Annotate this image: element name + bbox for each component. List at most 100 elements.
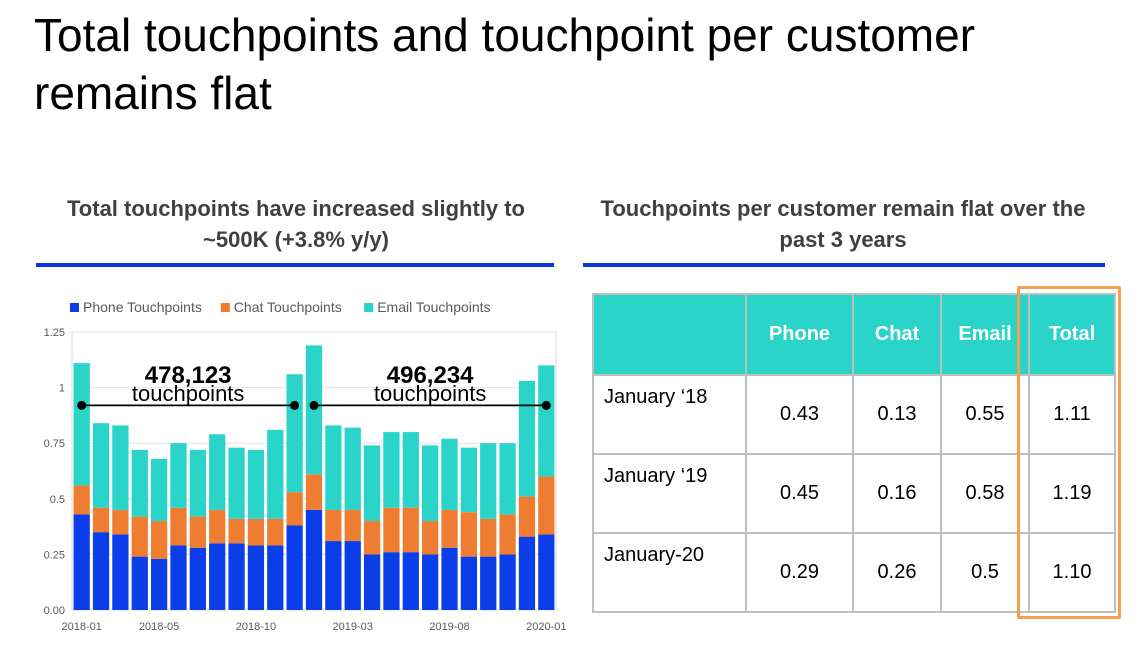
bar-segment — [460, 556, 478, 610]
y-tick-label: 0.75 — [44, 438, 65, 450]
bar-segment — [344, 541, 361, 610]
bar-segment — [112, 425, 129, 510]
y-tick-label: 0.5 — [50, 494, 65, 506]
chat-value: 0.13 — [852, 374, 942, 455]
table-row: January ‘18 0.43 0.13 0.55 1.11 — [592, 374, 1116, 455]
x-tick-label: 2019-03 — [333, 621, 373, 633]
email-value: 0.5 — [940, 532, 1030, 613]
legend-label: Phone Touchpoints — [83, 299, 202, 315]
bar-segment — [325, 509, 342, 542]
bar-segment — [286, 492, 303, 526]
bar-segment — [499, 514, 516, 555]
legend-swatch — [364, 303, 374, 312]
left-subtitle: Total touchpoints have increased slightl… — [67, 196, 525, 252]
bar-segment — [228, 447, 245, 519]
bar-segment — [460, 512, 478, 557]
x-tick-label: 2018-10 — [236, 621, 276, 633]
annotation-value: 478,123 — [145, 362, 232, 389]
bar-segment — [460, 447, 478, 513]
bar-segment — [441, 438, 458, 510]
total-value: 1.10 — [1028, 532, 1116, 613]
bar-segment — [170, 545, 187, 610]
annotation-endpoint — [77, 400, 87, 410]
bar-segment — [499, 554, 516, 610]
bar-segment — [131, 516, 148, 557]
y-tick-label: 0.25 — [44, 549, 65, 561]
row-label: January ‘18 — [592, 374, 747, 455]
right-subtitle: Touchpoints per customer remain flat ove… — [600, 196, 1086, 252]
bar-segment — [189, 449, 206, 517]
total-value: 1.19 — [1028, 453, 1116, 534]
touchpoints-per-customer-table: Phone Chat Email Total January ‘18 0.43 … — [592, 293, 1116, 613]
bar-segment — [402, 552, 419, 610]
bar-segment — [228, 543, 245, 610]
table-header-row: Phone Chat Email Total — [592, 293, 1116, 376]
bar-segment — [422, 445, 439, 522]
bar-segment — [325, 425, 342, 510]
bar-segment — [170, 443, 187, 508]
bar-segment — [247, 449, 265, 519]
legend-swatch — [70, 303, 79, 312]
bar-segment — [228, 518, 245, 544]
bar-segment — [150, 521, 168, 559]
legend-swatch — [220, 303, 230, 312]
bar-segment — [209, 543, 226, 610]
bar-segment — [363, 554, 381, 610]
bar-segment — [92, 507, 110, 533]
legend-label: Chat Touchpoints — [234, 299, 342, 315]
annotation-text: touchpoints — [374, 381, 487, 406]
row-label: January ‘19 — [592, 453, 747, 534]
bar-segment — [131, 556, 148, 610]
bar-segment — [538, 476, 555, 535]
bar-segment — [305, 509, 323, 610]
bar-segment — [73, 363, 90, 486]
bar-segment — [92, 532, 110, 610]
y-tick-label: 0.00 — [44, 605, 65, 617]
left-divider — [36, 263, 554, 267]
bar-segment — [518, 536, 536, 610]
table-row: January-20 0.29 0.26 0.5 1.10 — [592, 532, 1116, 613]
bar-segment — [286, 525, 303, 610]
bar-segment — [538, 365, 555, 477]
bar-segment — [150, 558, 168, 610]
bar-segment — [402, 507, 419, 553]
bar-segment — [170, 507, 187, 546]
annotation-endpoint — [290, 400, 300, 410]
total-value: 1.11 — [1028, 374, 1116, 455]
bar-segment — [363, 445, 381, 522]
annotation-value: 496,234 — [387, 362, 474, 389]
bar-segment — [383, 507, 400, 553]
legend-label: Email Touchpoints — [377, 299, 490, 315]
page-title: Total touchpoints and touchpoint per cus… — [34, 9, 976, 119]
header-total: Total — [1028, 293, 1116, 376]
phone-value: 0.43 — [745, 374, 854, 455]
bar-segment — [383, 432, 400, 508]
chat-value: 0.16 — [852, 453, 942, 534]
bar-segment — [150, 458, 168, 522]
bar-segment — [209, 434, 226, 510]
bar-segment — [325, 541, 342, 610]
bar-segment — [402, 432, 419, 508]
email-value: 0.58 — [940, 453, 1030, 534]
bar-segment — [267, 429, 284, 519]
bar-segment — [480, 518, 497, 557]
annotation-text: touchpoints — [132, 381, 245, 406]
right-divider — [583, 263, 1105, 267]
bar-segment — [247, 545, 265, 610]
annotation-endpoint — [541, 400, 551, 410]
bar-segment — [344, 427, 361, 510]
bar-segment — [247, 518, 265, 546]
bar-segment — [73, 485, 90, 515]
phone-value: 0.29 — [745, 532, 854, 613]
y-tick-label: 1.25 — [44, 327, 65, 339]
header-chat: Chat — [852, 293, 942, 376]
bar-segment — [518, 496, 536, 537]
chat-value: 0.26 — [852, 532, 942, 613]
bar-segment — [441, 509, 458, 548]
bar-segment — [480, 443, 497, 519]
bar-segment — [267, 545, 284, 610]
phone-value: 0.45 — [745, 453, 854, 534]
annotation-endpoint — [309, 400, 319, 410]
bar-segment — [189, 547, 206, 610]
table-row: January ‘19 0.45 0.16 0.58 1.19 — [592, 453, 1116, 534]
